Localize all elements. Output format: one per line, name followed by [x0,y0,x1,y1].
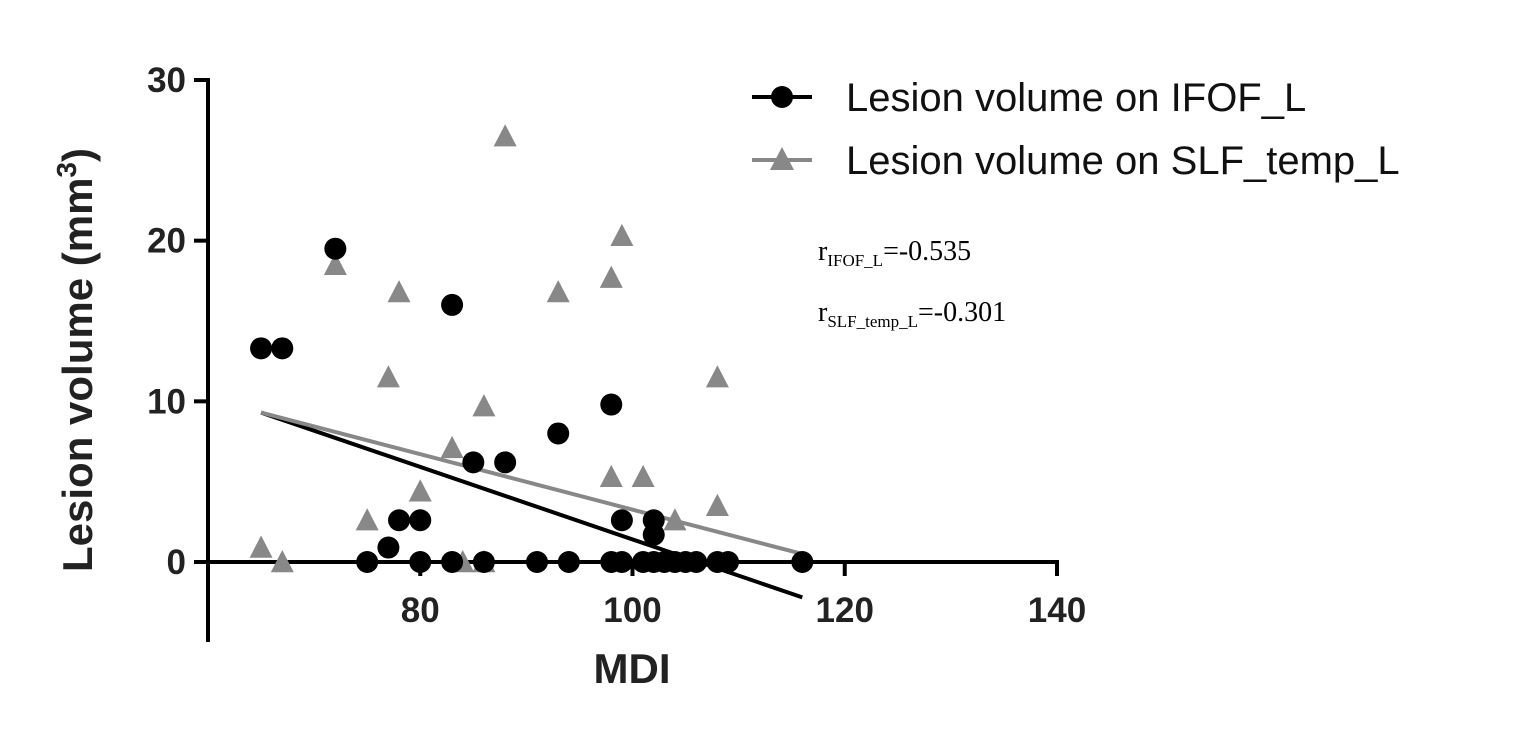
point-ifof [600,393,623,416]
point-slf [631,464,655,488]
legend-ifof-label: Lesion volume on IFOF_L [846,76,1306,120]
point-ifof [610,509,633,532]
y-tick-label: 10 [147,382,186,421]
point-slf [705,365,729,388]
x-tick-label: 100 [603,591,661,630]
regression-line-slf [260,410,803,556]
point-ifof [324,237,347,260]
point-ifof [441,293,464,316]
point-slf [355,508,379,531]
point-ifof [717,551,740,573]
point-slf [610,223,634,247]
point-ifof [250,337,273,360]
tick-labels: 0 10 20 30 80 100 120 140 [147,61,1086,630]
point-ifof [610,551,633,573]
corr-ifof-r: r [818,236,828,267]
point-ifof [377,536,400,559]
corr-slf-sub: SLF_temp_L [827,312,918,331]
corr-slf-value: =-0.301 [918,297,1007,328]
point-slf [663,508,687,531]
point-ifof [525,551,548,573]
legend-slf-marker [770,147,794,170]
point-slf [493,124,517,147]
point-ifof [494,451,517,474]
point-slf [440,435,464,459]
point-ifof [409,551,432,573]
point-slf [408,479,432,502]
point-slf [323,252,347,275]
corr-ifof-value: =-0.535 [883,236,972,267]
point-ifof [409,509,432,532]
x-tick-label: 120 [816,591,874,630]
y-tick-label: 20 [147,222,186,261]
correlation-slf: rSLF_temp_L=-0.301 [818,297,1006,332]
y-tick-label: 0 [167,543,186,582]
point-ifof [356,551,379,573]
point-ifof [441,551,464,573]
point-ifof [642,523,665,546]
point-slf [270,550,294,573]
x-tick-label: 80 [401,591,440,630]
legend: Lesion volume on IFOF_L Lesion volume on… [752,76,1400,183]
point-ifof [685,551,708,573]
y-axis-title: Lesion volume (mm3) [51,148,101,572]
point-slf [376,365,400,388]
legend-ifof-marker [771,86,793,108]
point-slf [249,535,273,558]
point-slf [705,493,729,516]
point-ifof [791,551,814,573]
x-tick-label: 140 [1028,591,1086,630]
point-slf [472,394,496,417]
point-ifof [388,509,411,532]
y-tick-label: 30 [147,61,186,100]
correlation-ifof: rIFOF_L=-0.535 [818,236,971,271]
point-ifof [557,551,580,573]
point-ifof [462,451,485,474]
y-axis-title-text: Lesion volume (mm [54,178,101,572]
point-slf [387,280,411,303]
corr-slf-r: r [818,297,828,328]
point-slf [599,265,623,288]
corr-ifof-sub: IFOF_L [827,251,884,270]
y-axis-title-sup: 3 [51,162,82,178]
point-ifof [271,337,294,360]
y-axis-title-close: ) [54,148,101,162]
point-slf [599,464,623,488]
x-axis-title: MDI [594,645,671,692]
legend-slf-label: Lesion volume on SLF_temp_L [846,139,1400,183]
point-slf [546,280,570,303]
data-points [249,124,814,573]
point-ifof [547,422,570,445]
point-ifof [472,551,495,573]
